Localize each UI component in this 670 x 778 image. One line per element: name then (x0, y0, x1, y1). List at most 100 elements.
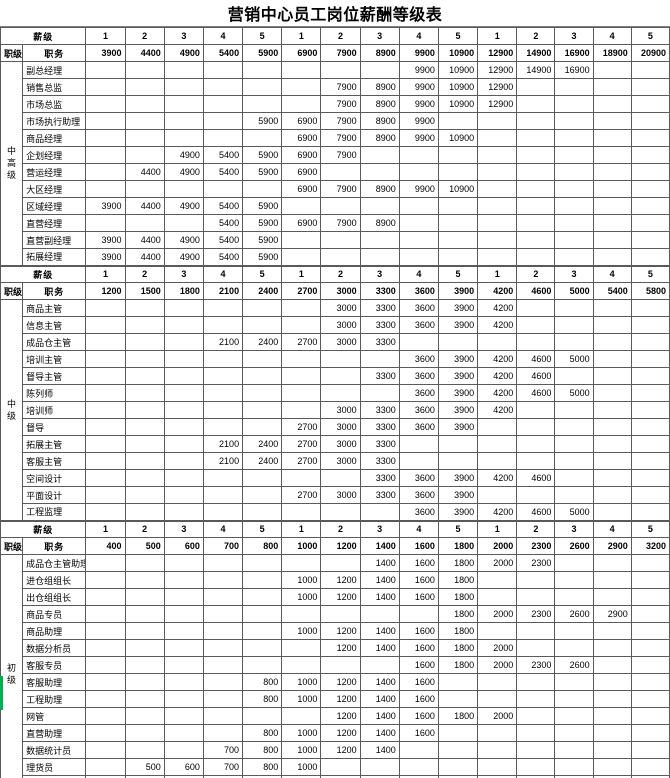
salary-value-cell[interactable] (592, 112, 632, 130)
salary-value-cell[interactable] (242, 401, 283, 419)
job-title-cell[interactable]: 商品主管 (22, 299, 87, 317)
salary-value-cell[interactable] (554, 571, 594, 589)
salary-value-cell[interactable]: 3000 (320, 486, 361, 504)
salary-value-cell[interactable]: 9900 (398, 78, 439, 96)
salary-value-cell[interactable] (85, 78, 126, 96)
salary-value-cell[interactable]: 3900 (85, 231, 126, 249)
table-row[interactable]: 数据分析员 1200 1400 1600 1800 2000 (1, 639, 670, 657)
table-row[interactable]: 拓展主管 2100 2400 2700 3000 3300 (1, 435, 670, 453)
salary-value-cell[interactable]: 2700 (281, 452, 322, 470)
salary-value-cell[interactable] (320, 605, 361, 623)
salary-value-cell[interactable] (516, 112, 556, 130)
salary-value-cell[interactable] (630, 673, 670, 691)
job-title-cell[interactable]: 培训师 (22, 401, 87, 419)
salary-value-cell[interactable] (85, 163, 126, 181)
salary-value-cell[interactable]: 500 (124, 758, 165, 776)
salary-value-cell[interactable] (592, 61, 632, 79)
salary-value-cell[interactable] (281, 78, 322, 96)
salary-value-cell[interactable]: 3900 (437, 486, 479, 504)
salary-value-cell[interactable]: 6900 (281, 146, 322, 164)
table-row[interactable]: 督导 2700 3000 3300 3600 3900 (1, 418, 670, 436)
job-title-cell[interactable]: 信息主管 (22, 316, 87, 334)
salary-value-cell[interactable]: 4900 (163, 163, 204, 181)
salary-value-cell[interactable] (202, 503, 244, 522)
salary-value-cell[interactable] (592, 299, 632, 317)
salary-value-cell[interactable] (630, 724, 670, 742)
salary-value-cell[interactable] (592, 571, 632, 589)
salary-value-cell[interactable] (320, 350, 361, 368)
salary-value-cell[interactable]: 800 (242, 724, 283, 742)
salary-value-cell[interactable]: 10900 (437, 180, 479, 198)
salary-value-cell[interactable] (477, 690, 518, 708)
salary-value-cell[interactable] (320, 503, 361, 522)
salary-value-cell[interactable] (630, 129, 670, 147)
salary-value-cell[interactable]: 6900 (281, 129, 322, 147)
salary-value-cell[interactable] (163, 673, 204, 691)
salary-value-cell[interactable] (592, 673, 632, 691)
salary-value-cell[interactable]: 10900 (437, 129, 479, 147)
job-title-cell[interactable]: 拓展经理 (22, 248, 87, 267)
salary-value-cell[interactable] (202, 112, 244, 130)
salary-value-cell[interactable]: 1200 (320, 588, 361, 606)
salary-value-cell[interactable] (163, 588, 204, 606)
table-row[interactable]: 销售总监 7900 8900 9900 10900 12900 (1, 78, 670, 96)
salary-value-cell[interactable]: 3900 (437, 350, 479, 368)
job-title-cell[interactable]: 工程监理 (22, 503, 87, 522)
salary-value-cell[interactable] (163, 112, 204, 130)
table-row[interactable]: 数据统计员 700 800 1000 1200 1400 (1, 741, 670, 759)
salary-value-cell[interactable] (630, 605, 670, 623)
salary-value-cell[interactable] (477, 622, 518, 640)
salary-value-cell[interactable] (85, 367, 126, 385)
salary-value-cell[interactable] (320, 758, 361, 776)
salary-value-cell[interactable] (630, 588, 670, 606)
salary-value-cell[interactable] (630, 95, 670, 113)
salary-value-cell[interactable] (242, 95, 283, 113)
salary-value-cell[interactable]: 7900 (320, 214, 361, 232)
salary-value-cell[interactable] (242, 656, 283, 674)
salary-value-cell[interactable] (592, 758, 632, 776)
salary-value-cell[interactable] (281, 299, 322, 317)
salary-value-cell[interactable] (630, 350, 670, 368)
salary-value-cell[interactable] (630, 146, 670, 164)
salary-value-cell[interactable]: 3900 (437, 316, 479, 334)
salary-value-cell[interactable] (554, 673, 594, 691)
salary-value-cell[interactable] (281, 248, 322, 267)
salary-value-cell[interactable]: 3900 (437, 299, 479, 317)
salary-value-cell[interactable] (554, 639, 594, 657)
salary-value-cell[interactable] (124, 503, 165, 522)
salary-value-cell[interactable] (592, 588, 632, 606)
salary-value-cell[interactable] (124, 469, 165, 487)
salary-value-cell[interactable] (85, 384, 126, 402)
salary-value-cell[interactable] (163, 214, 204, 232)
salary-value-cell[interactable] (281, 554, 322, 572)
salary-value-cell[interactable]: 6900 (281, 112, 322, 130)
salary-value-cell[interactable]: 1600 (398, 554, 439, 572)
salary-value-cell[interactable] (592, 690, 632, 708)
salary-value-cell[interactable]: 2000 (477, 639, 518, 657)
salary-value-cell[interactable] (85, 673, 126, 691)
salary-value-cell[interactable] (592, 316, 632, 334)
salary-value-cell[interactable] (124, 554, 165, 572)
salary-value-cell[interactable] (398, 248, 439, 267)
salary-value-cell[interactable] (242, 418, 283, 436)
salary-value-cell[interactable] (359, 231, 400, 249)
salary-value-cell[interactable]: 1600 (398, 673, 439, 691)
salary-value-cell[interactable] (554, 112, 594, 130)
salary-value-cell[interactable] (163, 299, 204, 317)
salary-value-cell[interactable]: 3000 (320, 299, 361, 317)
salary-value-cell[interactable]: 3300 (359, 469, 400, 487)
salary-value-cell[interactable] (281, 384, 322, 402)
salary-value-cell[interactable]: 4400 (124, 197, 165, 215)
salary-value-cell[interactable] (85, 316, 126, 334)
salary-value-cell[interactable]: 5900 (242, 197, 283, 215)
salary-value-cell[interactable] (592, 707, 632, 725)
salary-value-cell[interactable]: 700 (202, 758, 244, 776)
salary-value-cell[interactable]: 3600 (398, 401, 439, 419)
salary-value-cell[interactable] (124, 724, 165, 742)
salary-value-cell[interactable]: 1400 (359, 588, 400, 606)
salary-value-cell[interactable]: 3000 (320, 435, 361, 453)
salary-value-cell[interactable] (359, 197, 400, 215)
salary-value-cell[interactable] (592, 180, 632, 198)
salary-value-cell[interactable] (630, 367, 670, 385)
salary-value-cell[interactable]: 1200 (320, 639, 361, 657)
